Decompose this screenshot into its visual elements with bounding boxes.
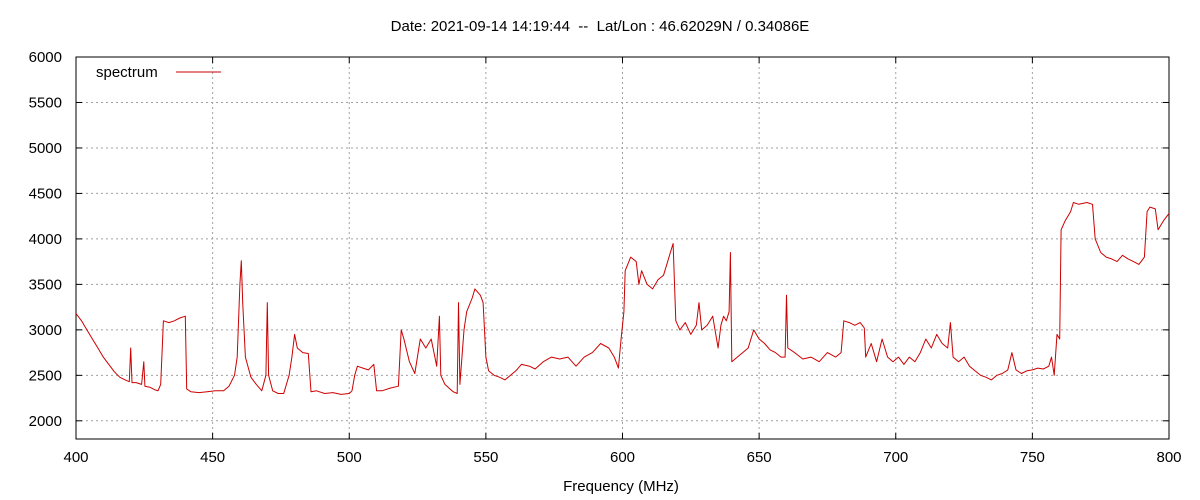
x-tick-label: 700 bbox=[883, 449, 908, 466]
legend: spectrum bbox=[96, 64, 221, 81]
y-tick-label: 5500 bbox=[29, 94, 62, 111]
x-tick-label: 550 bbox=[473, 449, 498, 466]
chart-title: Date: 2021-09-14 14:19:44 -- Lat/Lon : 4… bbox=[390, 18, 810, 35]
x-tick-label: 600 bbox=[610, 449, 635, 466]
x-tick-label: 500 bbox=[337, 449, 362, 466]
y-tick-label: 2000 bbox=[29, 413, 62, 430]
x-tick-label: 450 bbox=[200, 449, 225, 466]
y-tick-label: 4500 bbox=[29, 185, 62, 202]
y-tick-label: 3000 bbox=[29, 322, 62, 339]
grid-lines bbox=[76, 57, 1169, 439]
x-tick-label: 750 bbox=[1020, 449, 1045, 466]
y-tick-label: 6000 bbox=[29, 49, 62, 66]
legend-label-spectrum: spectrum bbox=[96, 64, 158, 81]
y-tick-label: 5000 bbox=[29, 140, 62, 157]
y-tick-label: 2500 bbox=[29, 367, 62, 384]
plot-area bbox=[75, 202, 1170, 395]
y-tick-label: 4000 bbox=[29, 231, 62, 248]
tick-labels: 400 450 500 550 600 650 700 750 800 2000 2500 3000 3… bbox=[29, 49, 1182, 466]
series-line-spectrum bbox=[75, 202, 1170, 395]
axes bbox=[75, 56, 1170, 440]
y-tick-label: 3500 bbox=[29, 276, 62, 293]
x-tick-label: 650 bbox=[747, 449, 772, 466]
plot-border bbox=[75, 56, 1170, 440]
x-tick-label: 400 bbox=[63, 449, 88, 466]
x-tick-label: 800 bbox=[1156, 449, 1181, 466]
x-axis-label: Frequency (MHz) bbox=[563, 478, 679, 495]
